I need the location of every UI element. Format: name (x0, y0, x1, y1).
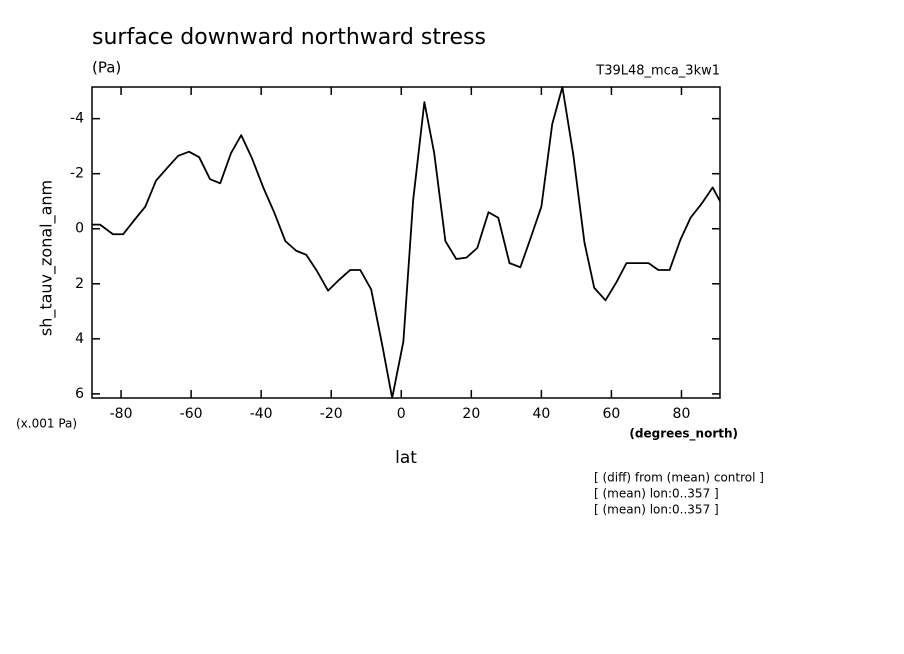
x-tick-label: -20 (320, 406, 343, 422)
note: [ (mean) lon:0..357 ] (594, 487, 719, 501)
chart-title: surface downward northward stress (92, 25, 486, 50)
x-tick-label: 60 (603, 406, 621, 422)
x-tick-label: -60 (180, 406, 203, 422)
run-label: T39L48_mca_3kw1 (595, 64, 720, 79)
plot-frame (91, 86, 721, 399)
y-tick-label: 6 (75, 386, 84, 402)
x-tick-label: -80 (110, 406, 133, 422)
y-axis-label: sh_tauv_zonal_anm (37, 180, 57, 336)
y-tick-label: 2 (75, 276, 84, 292)
y-tick-label: -2 (70, 166, 84, 182)
x-units: (degrees_north) (629, 427, 738, 442)
y-tick-label: 4 (75, 331, 84, 347)
x-tick-label: 20 (462, 406, 480, 422)
y-scale-label: (x.001 Pa) (16, 417, 77, 431)
x-axis-label: lat (395, 448, 417, 468)
x-tick-label: 40 (532, 406, 550, 422)
y-tick-label: 0 (75, 221, 84, 237)
x-tick-label: -40 (250, 406, 273, 422)
y-tick-label: -4 (70, 111, 84, 127)
x-tick-label: 80 (673, 406, 691, 422)
x-tick-label: 0 (397, 406, 406, 422)
data-line (92, 86, 721, 399)
note: [ (diff) from (mean) control ] (594, 471, 764, 485)
units: (Pa) (92, 59, 121, 77)
note: [ (mean) lon:0..357 ] (594, 503, 719, 517)
